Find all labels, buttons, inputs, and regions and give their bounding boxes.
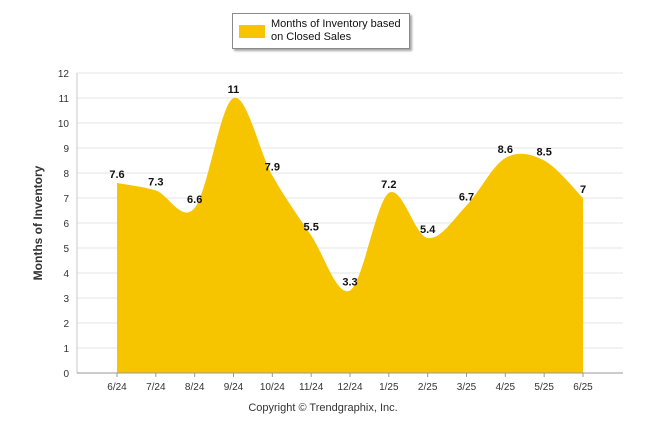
- series-area: [117, 97, 583, 374]
- y-tick-label: 10: [58, 119, 70, 130]
- data-label: 8.6: [498, 144, 513, 156]
- x-axis-ticks: 6/24 7/24 8/24 9/24 10/24 11/24 12/24 1/25 2/25 3…: [107, 373, 593, 393]
- data-label: 7.3: [148, 177, 163, 189]
- y-tick-label: 7: [63, 194, 69, 205]
- x-tick-label: 3/25: [457, 382, 477, 393]
- y-tick-label: 2: [63, 319, 69, 330]
- y-tick-label: 8: [63, 169, 69, 180]
- data-label: 11: [228, 84, 240, 96]
- x-tick-label: 11/24: [299, 382, 324, 393]
- data-label: 6.7: [459, 192, 474, 204]
- data-label: 3.3: [342, 277, 357, 289]
- legend-label-line2: on Closed Sales: [271, 31, 352, 43]
- data-label: 5.5: [304, 222, 319, 234]
- x-tick-label: 12/24: [337, 382, 362, 393]
- data-label: 6.6: [187, 194, 202, 206]
- x-tick-label: 9/24: [224, 382, 244, 393]
- data-label: 7.6: [109, 169, 124, 181]
- y-tick-label: 11: [59, 94, 70, 105]
- y-tick-label: 6: [63, 219, 69, 230]
- y-axis-title: Months of Inventory: [31, 165, 45, 280]
- area-fill: [117, 97, 583, 374]
- x-tick-label: 10/24: [260, 382, 285, 393]
- legend-label-line1: Months of Inventory based: [271, 18, 401, 30]
- x-tick-label: 6/24: [107, 382, 127, 393]
- x-tick-label: 6/25: [573, 382, 593, 393]
- x-tick-label: 5/25: [534, 382, 554, 393]
- x-tick-label: 8/24: [185, 382, 205, 393]
- y-tick-label: 3: [63, 294, 69, 305]
- y-tick-label: 5: [63, 244, 69, 255]
- data-label: 7.2: [381, 179, 396, 191]
- x-tick-label: 2/25: [418, 382, 438, 393]
- x-tick-label: 1/25: [379, 382, 399, 393]
- y-tick-label: 0: [63, 369, 69, 380]
- x-tick-label: 7/24: [146, 382, 166, 393]
- data-labels: 7.6 7.3 6.6 11 7.9 5.5 3.3 7.2 5.4 6.7 8.6 8.5 7: [109, 84, 586, 289]
- y-tick-label: 12: [58, 69, 70, 80]
- y-tick-label: 4: [63, 269, 69, 280]
- legend: Months of Inventory based on Closed Sale…: [232, 13, 410, 49]
- x-tick-label: 4/25: [496, 382, 516, 393]
- data-label: 7: [580, 184, 586, 196]
- data-label: 7.9: [265, 162, 280, 174]
- y-tick-label: 9: [63, 144, 69, 155]
- legend-label: Months of Inventory based on Closed Sale…: [271, 18, 401, 44]
- y-tick-label: 1: [63, 344, 69, 355]
- data-label: 5.4: [420, 224, 436, 236]
- copyright-text: Copyright © Trendgraphix, Inc.: [248, 402, 398, 414]
- legend-swatch: [239, 25, 265, 38]
- data-label: 8.5: [537, 147, 552, 159]
